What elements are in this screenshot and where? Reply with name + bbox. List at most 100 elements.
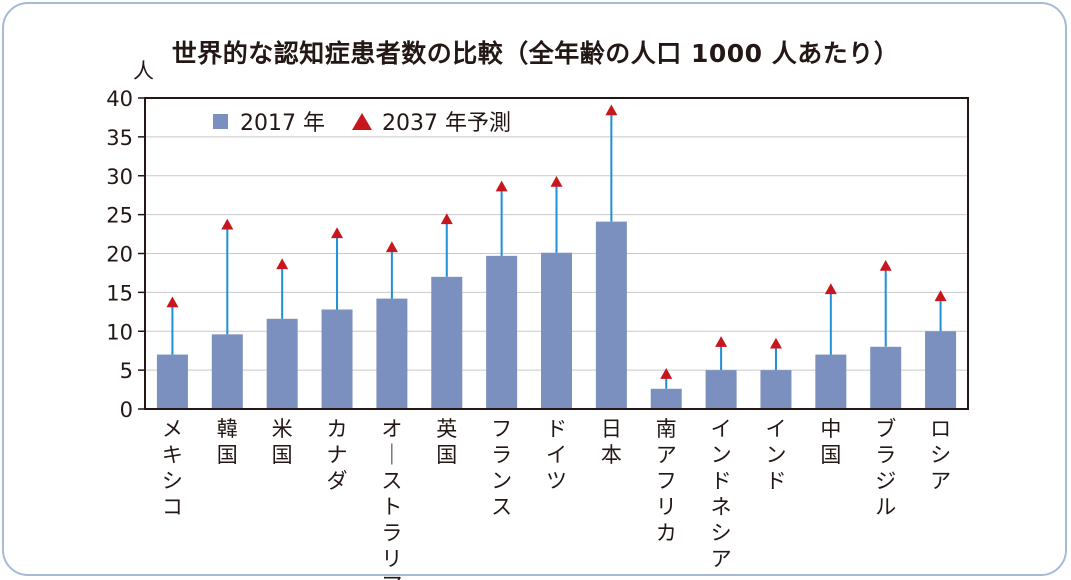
legend-swatch-2037 bbox=[352, 113, 372, 130]
y-axis-ticks: 0 5 10 15 20 25 30 35 40 bbox=[106, 87, 145, 422]
connector-lines bbox=[171, 114, 942, 389]
category-char: ダ bbox=[327, 469, 348, 493]
category-label: カナダ bbox=[327, 417, 348, 493]
bar bbox=[760, 370, 792, 409]
triangle-marker bbox=[934, 290, 947, 302]
category-char: ロ bbox=[930, 417, 951, 441]
category-char: 国 bbox=[272, 443, 293, 467]
category-char: ナ bbox=[327, 443, 348, 467]
category-char: ジ bbox=[875, 469, 896, 493]
y-tick-label: 0 bbox=[120, 398, 133, 422]
y-tick-label: 15 bbox=[106, 281, 133, 305]
category-char: ツ bbox=[546, 469, 567, 493]
category-char: フ bbox=[491, 417, 512, 441]
category-char: ン bbox=[765, 443, 786, 467]
category-char: ド bbox=[765, 469, 786, 493]
triangle-marker bbox=[605, 104, 618, 116]
bar bbox=[156, 354, 188, 409]
category-label: 日本 bbox=[601, 417, 622, 467]
category-char: ア bbox=[381, 573, 402, 580]
bar bbox=[870, 346, 902, 409]
category-char: ア bbox=[656, 443, 677, 467]
category-label: ドイツ bbox=[546, 417, 567, 493]
category-char: ブ bbox=[875, 417, 896, 441]
category-char: ン bbox=[491, 469, 512, 493]
category-char: イ bbox=[546, 443, 567, 467]
category-char: 中 bbox=[820, 417, 841, 441]
category-char: ラ bbox=[491, 443, 512, 467]
category-char: シ bbox=[930, 443, 951, 467]
category-char: フ bbox=[656, 469, 677, 493]
bar bbox=[650, 388, 682, 409]
category-char: シ bbox=[711, 521, 732, 545]
bars-2017 bbox=[156, 221, 957, 409]
y-tick-label: 35 bbox=[106, 126, 133, 150]
y-tick-label: 10 bbox=[106, 320, 133, 344]
category-char: コ bbox=[162, 495, 183, 519]
triangle-marker bbox=[550, 175, 563, 187]
category-label: ロシア bbox=[930, 417, 951, 493]
bar bbox=[376, 298, 408, 409]
category-char: メ bbox=[162, 417, 183, 441]
bar bbox=[595, 221, 627, 409]
markers-2037 bbox=[166, 104, 947, 379]
category-char: ト bbox=[381, 495, 402, 519]
bar bbox=[266, 318, 298, 409]
category-label: オ｜ストラリア bbox=[381, 417, 402, 580]
category-char: 本 bbox=[601, 443, 622, 467]
legend-label-2037: 2037 年予測 bbox=[382, 111, 511, 136]
category-label: インド bbox=[765, 417, 786, 493]
triangle-marker bbox=[824, 283, 837, 295]
category-char: 南 bbox=[656, 417, 677, 441]
category-char: ド bbox=[546, 417, 567, 441]
bar bbox=[705, 370, 737, 409]
category-char: ネ bbox=[711, 495, 732, 519]
category-char: 日 bbox=[601, 417, 622, 441]
category-char: 韓 bbox=[217, 417, 238, 441]
triangle-marker bbox=[769, 337, 782, 349]
category-char: 国 bbox=[436, 443, 457, 467]
legend: 2017 年 2037 年予測 bbox=[213, 111, 511, 136]
category-char: ラ bbox=[381, 521, 402, 545]
category-char: イ bbox=[765, 417, 786, 441]
triangle-marker bbox=[385, 241, 398, 253]
triangle-marker bbox=[879, 259, 892, 271]
legend-label-2017: 2017 年 bbox=[240, 111, 325, 136]
triangle-marker bbox=[660, 368, 673, 379]
y-tick-label: 30 bbox=[106, 165, 133, 189]
triangle-marker bbox=[440, 213, 453, 225]
x-axis-categories: メキシコ韓国米国カナダオ｜ストラリア英国フランスドイツ日本南アフリカインドネシア… bbox=[162, 417, 951, 580]
category-char: 英 bbox=[436, 417, 457, 441]
bar bbox=[486, 255, 518, 409]
category-label: 韓国 bbox=[217, 417, 238, 467]
category-char: カ bbox=[327, 417, 348, 441]
category-char: キ bbox=[162, 443, 183, 467]
category-char: ス bbox=[381, 469, 402, 493]
category-char: 米 bbox=[272, 417, 293, 441]
triangle-marker bbox=[495, 180, 508, 192]
category-char: ス bbox=[491, 495, 512, 519]
bar bbox=[321, 309, 353, 409]
category-char: ア bbox=[711, 547, 732, 571]
category-char: オ bbox=[381, 417, 402, 441]
y-axis-label: 人 bbox=[133, 59, 154, 83]
category-char: シ bbox=[162, 469, 183, 493]
category-char: ル bbox=[875, 495, 896, 519]
triangle-marker bbox=[715, 336, 728, 347]
y-tick-label: 40 bbox=[106, 87, 133, 111]
bar bbox=[925, 331, 957, 409]
category-char: ド bbox=[711, 469, 732, 493]
category-label: 英国 bbox=[436, 417, 457, 467]
category-char: ラ bbox=[875, 443, 896, 467]
bar bbox=[541, 252, 572, 409]
category-char: ン bbox=[711, 443, 732, 467]
triangle-marker bbox=[166, 296, 179, 308]
y-tick-label: 5 bbox=[120, 359, 133, 383]
category-char: ｜ bbox=[381, 443, 402, 467]
